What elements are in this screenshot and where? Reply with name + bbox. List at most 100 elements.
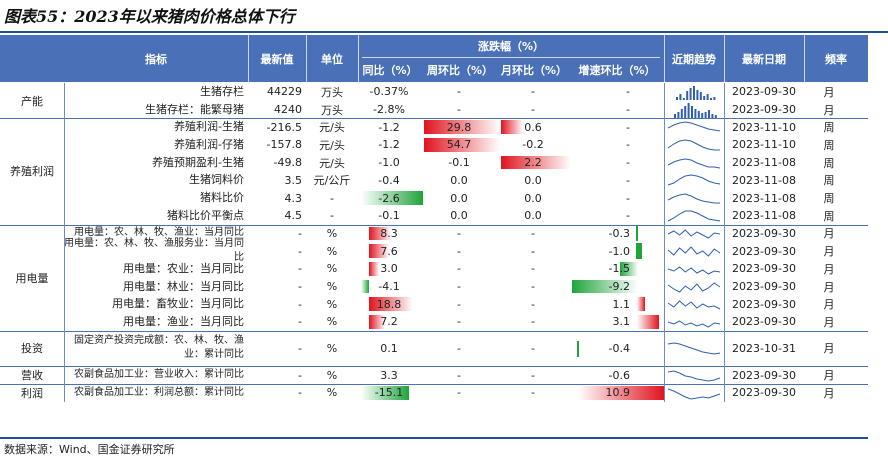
sparkline-path [667,342,721,355]
frequency: 月 [823,85,835,99]
wow-value: - [457,244,461,258]
sparkline-bar [689,87,692,100]
sparkline-path [667,193,720,204]
sparkline-bar [684,105,687,118]
sparkline-path [667,229,721,240]
latest-value: 4.3 [284,191,303,205]
trend-sparkline [667,342,721,355]
sparkline-bar [682,97,685,100]
frequency: 月 [823,262,835,276]
latest-value: -216.5 [266,120,302,134]
indicator-name: 农副食品加工业：营业收入：累计同比 [74,369,244,381]
trend-sparkline [667,229,721,240]
value-bar [361,191,423,205]
header-date: 最新日期 [742,52,786,66]
trend-sparkline [676,85,716,100]
trend-sparkline [667,300,721,310]
value-bar [369,262,379,276]
accel-value: -0.4 [608,341,630,355]
wow-value: -0.1 [448,156,470,170]
group-label: 养殖利润 [10,165,54,179]
indicator-name: 养殖利润-仔猪 [174,137,244,151]
group-separator [0,224,868,226]
table-row: 农副食品加工业：营业收入：累计同比 -% 3.3 - - -0.6 2023-09-30 月 [0,366,868,384]
unit-value: 元/头 [319,121,345,135]
column-divider [724,83,725,402]
frequency: 周 [823,174,835,188]
sparkline-path [667,246,721,257]
mom-value: - [531,103,535,117]
header-change-group: 涨跌幅（%） [477,40,545,53]
trend-sparkline [667,158,721,169]
trend-sparkline [667,281,721,293]
wow-value: 0.0 [450,173,468,187]
accel-value: - [626,103,630,117]
trend-sparkline [667,139,720,151]
table-row: 生猪饲料价 3.5 元/公斤 -0.4 0.0 0.0 - 2023-11-08 周 [0,172,868,190]
yoy-value: -0.37% [369,85,409,99]
sparkline-bar [674,113,676,118]
latest-date: 2023-09-30 [732,297,796,311]
latest-date: 2023-09-30 [732,386,796,400]
accel-value: 1.1 [612,297,631,311]
latest-value: 44229 [267,85,302,99]
accel-value: -0.6 [608,368,630,382]
wow-value: - [457,386,461,400]
group-label: 投资 [21,342,43,356]
zero-axis-marker [577,341,579,358]
sparkline-bar [697,110,700,118]
yoy-value: -0.4 [378,173,400,187]
sparkline-path [667,266,721,275]
unit-value: % [326,368,338,382]
sparkline-path [667,281,721,293]
unit-value: % [326,262,338,276]
indicator-name: 养殖利润-生猪 [174,120,244,134]
unit-value: - [330,209,334,223]
yoy-value: -1.2 [378,138,400,152]
frequency: 周 [823,192,835,206]
wow-value: 29.8 [446,120,472,134]
sparkline-bar [693,85,695,100]
table-row: 用电量：畜牧业：当月同比 -% 18.8 - - 1.1 2023-09-30 月 [0,295,868,313]
value-bar [369,315,385,329]
wow-value: - [457,315,461,329]
accel-value: - [626,138,630,152]
latest-value: - [298,368,302,382]
accel-value: -1.5 [608,262,630,276]
wow-value: - [457,280,461,294]
unit-value: % [326,297,338,311]
sparkline-bar [714,114,717,118]
table-row: 养殖利润-生猪 -216.5 元/头 -1.2 29.8 0.6 - 2023-11-10 周 [0,118,868,136]
indicator-name: 农副食品加工业：利润总额：累计同比 [74,386,244,398]
table-row: 猪料比价 4.3 - -2.6 0.0 0.0 - 2023-11-08 周 [0,189,868,207]
wow-value: - [457,341,461,355]
mom-value: 0.6 [524,120,542,134]
sparkline-path [667,320,721,328]
yoy-value: -0.1 [378,209,400,223]
unit-value: % [326,341,338,355]
latest-value: - [298,262,302,276]
latest-value: - [298,297,302,311]
mom-value: - [531,297,535,311]
wow-value: - [457,297,461,311]
wow-value: - [457,262,461,276]
latest-date: 2023-11-08 [732,156,796,170]
group-separator [0,366,868,368]
table-row: 用电量：农业：当月同比 -% 3.0 - - -1.5 2023-09-30 月 [0,260,868,278]
frequency: 周 [823,121,835,135]
value-bar [361,385,409,400]
frequency: 月 [823,342,835,356]
indicator-name: 用电量：农、林、牧、渔业：当月同比 [74,227,244,239]
source-note: 数据来源：Wind、国金证券研究所 [4,443,175,456]
value-bar [501,155,571,170]
frequency: 周 [823,156,835,170]
trend-sparkline [667,370,721,382]
wow-value: 0.0 [450,209,468,223]
latest-value: - [298,386,302,400]
frequency: 月 [823,227,835,241]
value-bar [578,385,664,400]
latest-value: -157.8 [266,138,302,152]
latest-value: - [298,244,302,258]
wow-value: 54.7 [446,138,472,152]
unit-value: 元/头 [319,156,345,170]
